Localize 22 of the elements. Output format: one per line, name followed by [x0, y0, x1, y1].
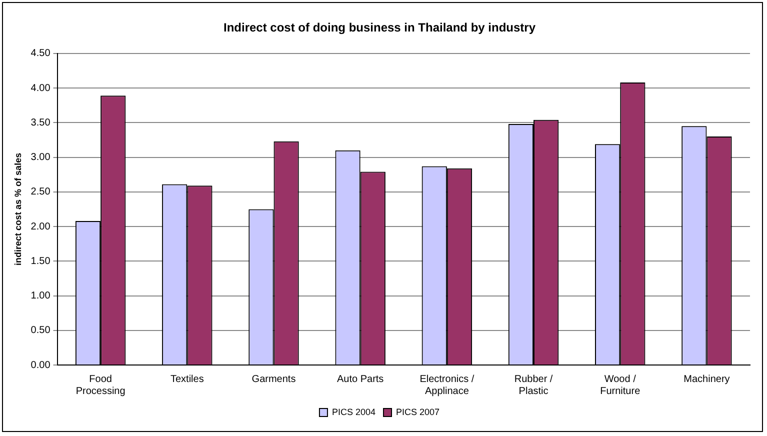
y-tick-label: 2.00 [30, 221, 51, 232]
y-tick-label: 3.50 [30, 117, 51, 128]
y-tick-label: 1.00 [30, 290, 51, 302]
x-tick-label: Garments [252, 374, 296, 385]
x-tick-label: Electronics / Applinace [420, 374, 474, 397]
x-tick-label: Textiles [170, 374, 204, 385]
x-tick-label: Rubber / Plastic [514, 374, 553, 397]
y-tick-label: 0.50 [30, 325, 51, 336]
x-tick-label: Wood / Furniture [600, 374, 641, 397]
x-tick-label: Machinery [684, 374, 730, 385]
y-tick-label: 0.00 [30, 360, 51, 371]
y-axis-title: indirect cost as % of sales [12, 152, 23, 266]
y-tick-label: 4.00 [30, 82, 51, 94]
legend-label: PICS 2007 [396, 406, 440, 417]
y-tick-label: 2.50 [30, 186, 51, 198]
y-tick-label: 3.00 [30, 152, 51, 164]
chart-title: Indirect cost of doing business in Thailand by industry [223, 20, 536, 35]
y-tick-label: 4.50 [30, 48, 51, 60]
y-tick-label: 1.50 [30, 256, 51, 267]
x-tick-label: Food Processing [76, 374, 126, 397]
x-tick-label: Auto Parts [336, 374, 384, 385]
legend-label: PICS 2004 [332, 406, 376, 417]
